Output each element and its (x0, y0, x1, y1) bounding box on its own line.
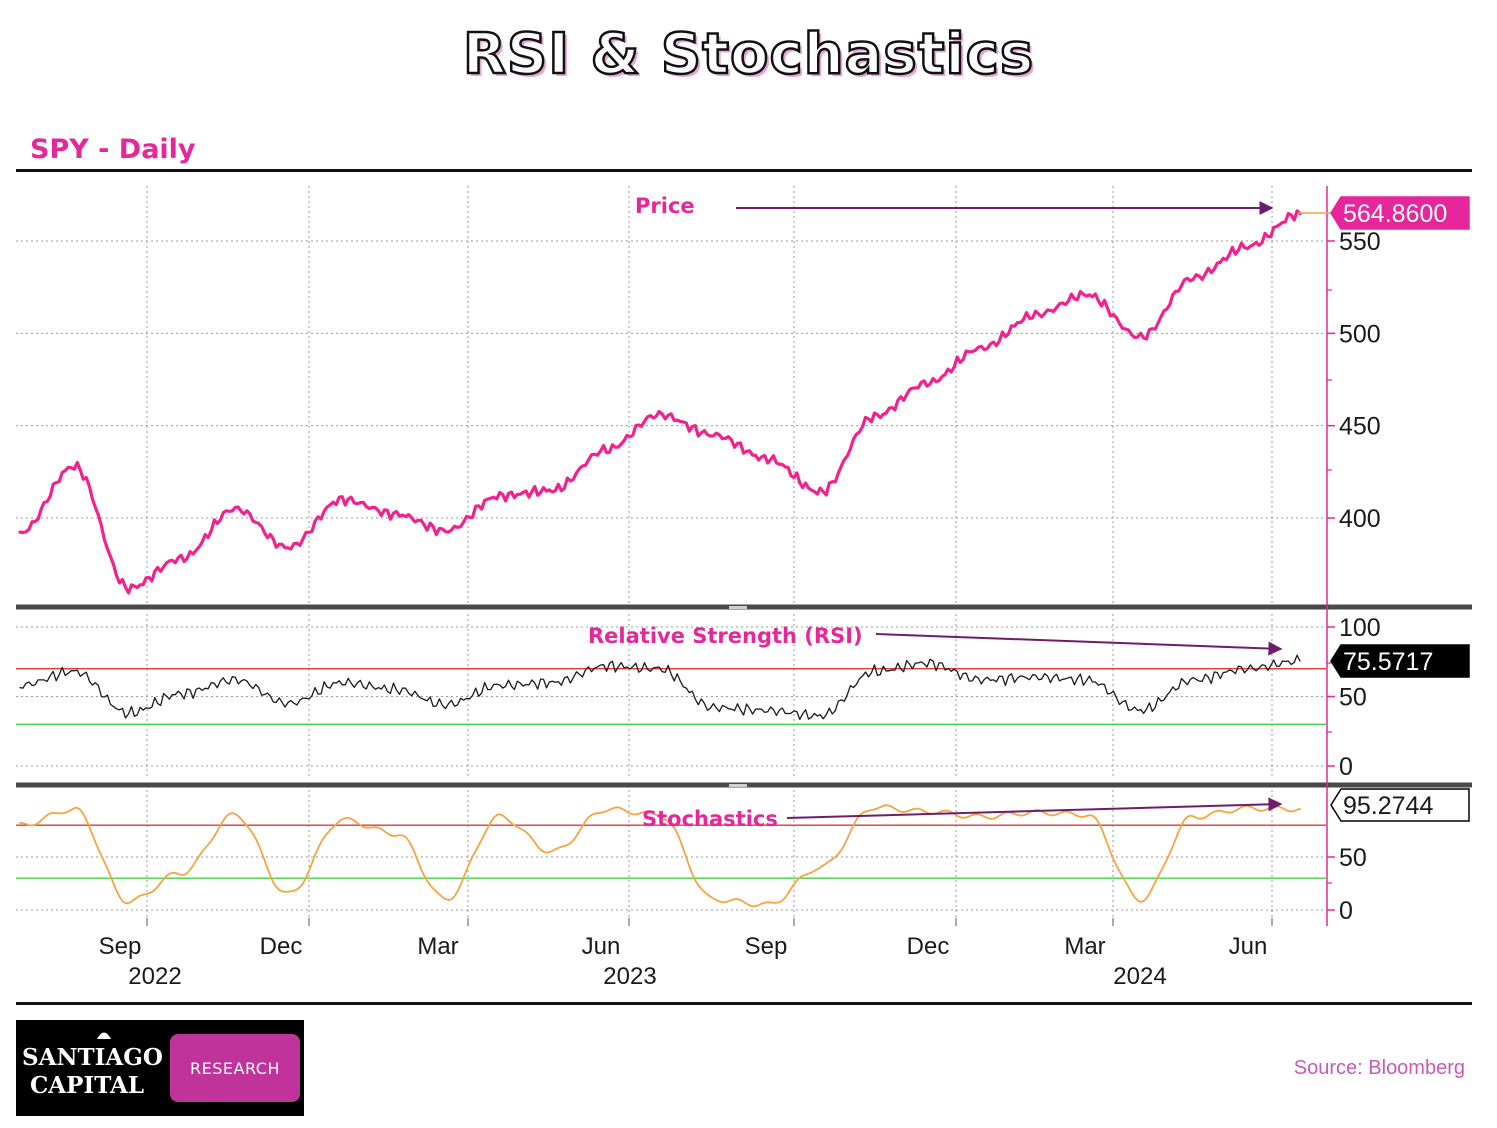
axis-tick-label: 100 (1339, 614, 1381, 642)
scallop-shell-icon (97, 1032, 111, 1039)
last-value-callouts: 564.8600 75.5717 95.2744 (1298, 196, 1470, 822)
rsi-last-value-box (1330, 644, 1470, 678)
axis-tick-label: 0 (1339, 753, 1353, 781)
logo-research-badge: RESEARCH (170, 1034, 300, 1102)
price-last-value-label: 564.8600 (1343, 200, 1447, 228)
month-label: Jun (1229, 933, 1268, 960)
rsi-line (19, 654, 1301, 721)
year-label: 2022 (128, 963, 181, 990)
panel-resize-handle (729, 784, 747, 787)
axis-tick-label: 550 (1339, 228, 1381, 256)
month-label: Dec (260, 933, 303, 960)
rsi-last-value-label: 75.5717 (1343, 648, 1433, 676)
month-label: Sep (99, 933, 142, 960)
year-label: 2023 (603, 963, 656, 990)
stochastics-annotation: Stochastics (642, 807, 778, 831)
rsi-arrow (875, 633, 1283, 656)
month-label: Jun (582, 933, 621, 960)
axis-tick-label: 500 (1339, 320, 1381, 348)
panel-resize-handle (729, 606, 747, 609)
month-label: Dec (907, 933, 950, 960)
bottom-rule (16, 1002, 1472, 1005)
stochastics-last-value-box (1330, 788, 1470, 822)
time-axis: Sep Dec Mar Jun Sep Dec Mar Jun 2022 2023 2024 (99, 918, 1273, 990)
stochastics-line (19, 804, 1301, 908)
logo-line-2: CAPITAL (30, 1072, 145, 1099)
price-annotation: Price (635, 194, 695, 218)
axis-tick-label: 50 (1339, 684, 1367, 712)
month-label: Sep (745, 933, 788, 960)
year-label: 2024 (1113, 963, 1166, 990)
price-last-value-box (1330, 196, 1470, 230)
annotations: Price Relative Strength (RSI) Stochastics (588, 194, 1283, 831)
panel-separators (16, 604, 1472, 788)
source-note: Source: Bloomberg (1293, 1057, 1465, 1079)
price-line (18, 209, 1302, 595)
rsi-annotation: Relative Strength (RSI) (588, 624, 863, 648)
axis-tick-label: 0 (1339, 897, 1353, 925)
axis-tick-label: 450 (1339, 413, 1381, 441)
stochastics-arrow (786, 797, 1283, 819)
axis-tick-label: 400 (1339, 505, 1381, 533)
month-label: Mar (1064, 933, 1105, 960)
chart-subtitle: SPY - Daily (30, 134, 196, 165)
reference-lines (16, 668, 1326, 879)
logo-line-1: SANTIAGO (22, 1044, 163, 1071)
series-lines (18, 209, 1302, 908)
top-rule (16, 169, 1472, 172)
grid-lines (16, 186, 1326, 918)
month-label: Mar (417, 933, 458, 960)
page-title: RSI & Stochastics (462, 21, 1035, 89)
axis-tick-label: 50 (1339, 844, 1367, 872)
santiago-capital-logo: SANTIAGO CAPITAL RESEARCH (16, 1020, 304, 1116)
stochastics-last-value-label: 95.2744 (1343, 792, 1433, 820)
